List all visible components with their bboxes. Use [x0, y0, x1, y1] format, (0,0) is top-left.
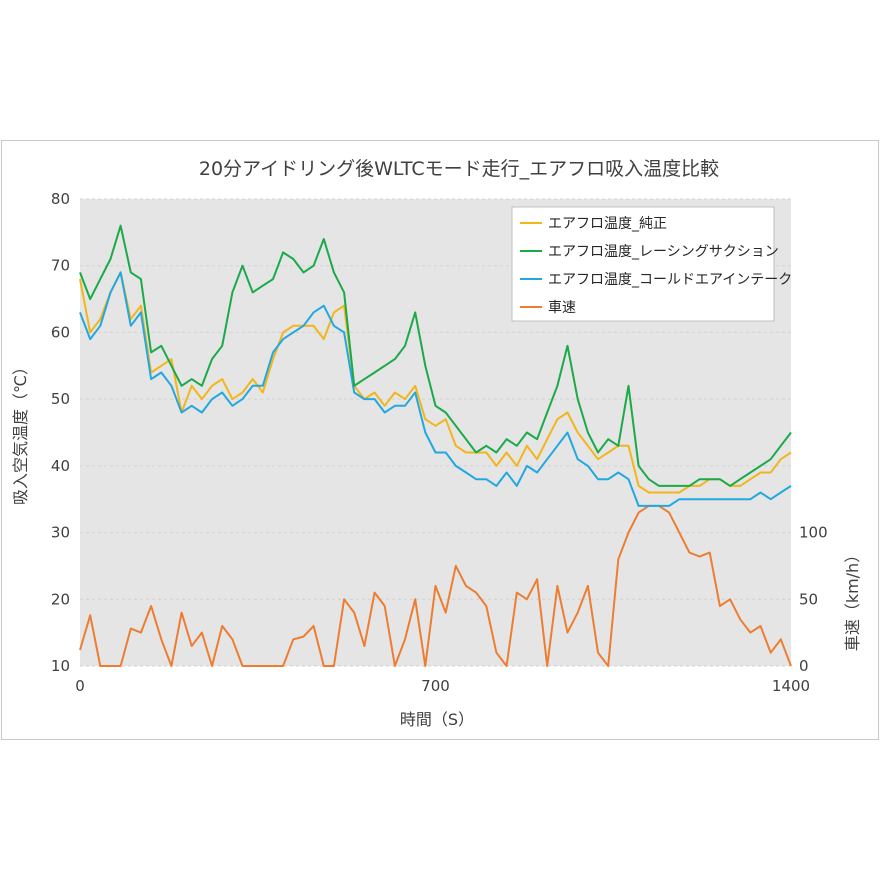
y2-tick-label: 0 — [799, 657, 809, 675]
y-tick-label: 70 — [51, 257, 70, 275]
y-tick-label: 30 — [51, 524, 70, 542]
y-tick-label: 50 — [51, 390, 70, 408]
y-tick-label: 60 — [51, 323, 70, 341]
legend-label: 車速 — [548, 299, 576, 316]
y-tick-label: 80 — [51, 190, 70, 208]
legend-label: エアフロ温度_コールドエアインテーク — [548, 272, 792, 288]
y-tick-label: 40 — [51, 457, 70, 475]
series-line — [79, 271, 792, 507]
y2-tick-label: 100 — [799, 524, 828, 542]
legend-box — [511, 206, 775, 322]
y2-axis-label: 車速（km/h） — [843, 547, 862, 651]
legend-label: エアフロ温度_レーシングサクション — [548, 244, 779, 260]
x-tick-label: 700 — [421, 677, 450, 695]
legend-label: エアフロ温度_純正 — [548, 216, 667, 232]
y-tick-label: 10 — [51, 657, 70, 675]
chart-frame: 20分アイドリング後WLTCモード走行_エアフロ吸入温度比較 10 20 30 40 5… — [1, 140, 879, 740]
y-tick-label: 20 — [51, 590, 70, 608]
series-line — [79, 504, 792, 667]
y2-tick-label: 50 — [799, 590, 818, 608]
x-tick-label: 1400 — [772, 677, 810, 695]
x-tick-label: 0 — [75, 677, 85, 695]
x-axis-label: 時間（S） — [400, 710, 474, 729]
legend: エアフロ温度_純正エアフロ温度_レーシングサクションエアフロ温度_コールドエアイ… — [511, 206, 792, 322]
line-chart: 20分アイドリング後WLTCモード走行_エアフロ吸入温度比較 10 20 30 40 5… — [11, 158, 862, 729]
series-line — [79, 224, 792, 487]
series-line — [79, 271, 792, 494]
y-axis-label: 吸入空気温度（℃） — [11, 359, 30, 505]
chart-title: 20分アイドリング後WLTCモード走行_エアフロ吸入温度比較 — [199, 158, 719, 180]
